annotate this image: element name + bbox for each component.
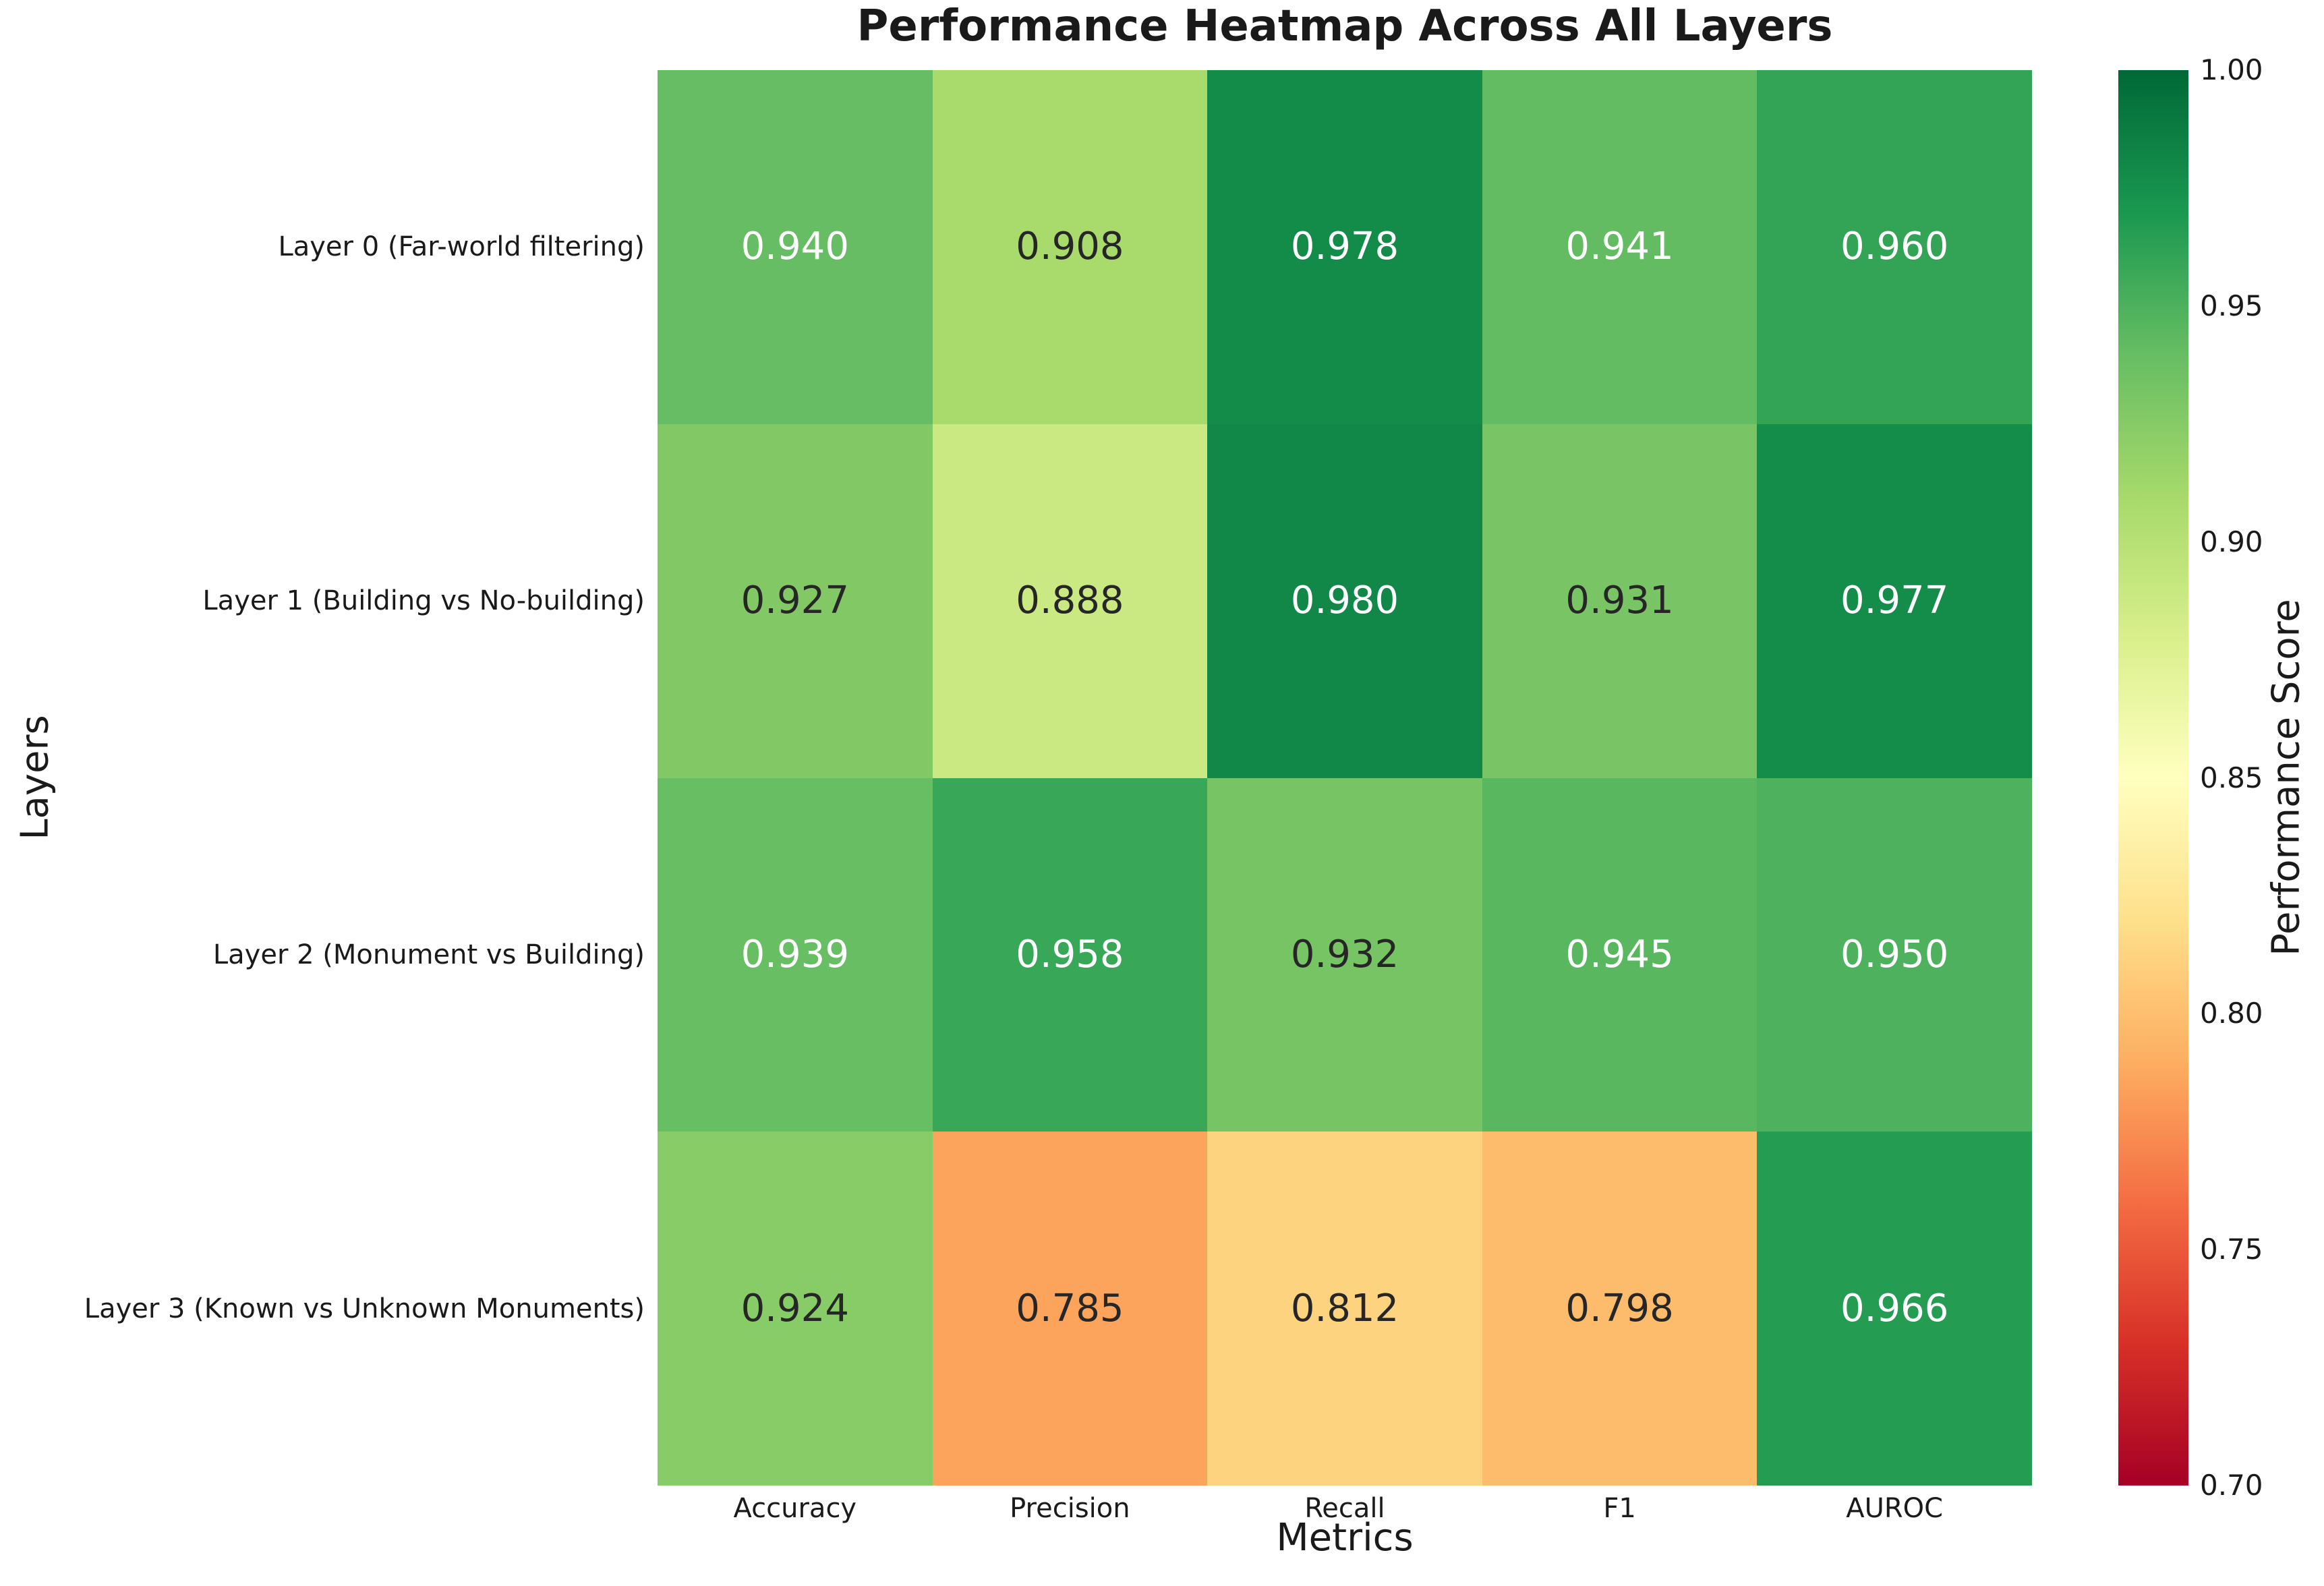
cell-value: 0.888 bbox=[1016, 579, 1124, 623]
heatmap-cell: 0.978 bbox=[1207, 70, 1482, 424]
cell-value: 0.941 bbox=[1565, 225, 1674, 269]
cell-value: 0.977 bbox=[1840, 579, 1949, 623]
colorbar-tick-label: 0.95 bbox=[2200, 289, 2263, 322]
row-tick-label: Layer 2 (Monument vs Building) bbox=[212, 939, 645, 970]
heatmap-grid: 0.940 0.908 0.978 0.941 0.960 0.927 0.888 0.980… bbox=[658, 70, 2032, 1486]
heatmap-cell: 0.812 bbox=[1207, 1132, 1482, 1486]
heatmap-cell: 0.908 bbox=[932, 70, 1208, 424]
cell-value: 0.812 bbox=[1290, 1286, 1399, 1330]
cell-value: 0.927 bbox=[740, 579, 849, 623]
cell-value: 0.931 bbox=[1565, 579, 1674, 623]
cell-value: 0.958 bbox=[1016, 932, 1124, 976]
heatmap-cell: 0.785 bbox=[932, 1132, 1208, 1486]
colorbar-tick-label: 0.90 bbox=[2200, 525, 2263, 558]
row-tick-label: Layer 0 (Far-world filtering) bbox=[278, 231, 645, 263]
colorbar-tick-label: 1.00 bbox=[2200, 53, 2263, 86]
colorbar-label: Performance Score bbox=[2264, 599, 2308, 956]
heatmap-cell: 0.888 bbox=[932, 423, 1208, 778]
heatmap-cell: 0.798 bbox=[1482, 1132, 1757, 1486]
heatmap-cell: 0.958 bbox=[932, 777, 1208, 1132]
col-tick-label: F1 bbox=[1603, 1493, 1636, 1524]
cell-value: 0.785 bbox=[1016, 1286, 1124, 1330]
heatmap-cell: 0.924 bbox=[658, 1132, 933, 1486]
heatmap-cell: 0.966 bbox=[1757, 1132, 2032, 1486]
cell-value: 0.966 bbox=[1840, 1286, 1949, 1330]
cell-value: 0.932 bbox=[1290, 932, 1399, 976]
cell-value: 0.980 bbox=[1290, 579, 1399, 623]
row-tick-label: Layer 3 (Known vs Unknown Monuments) bbox=[84, 1293, 645, 1324]
heatmap-cell: 0.941 bbox=[1482, 70, 1757, 424]
heatmap-cell: 0.931 bbox=[1482, 423, 1757, 778]
chart-title: Performance Heatmap Across All Layers bbox=[856, 1, 1833, 51]
row-tick-label: Layer 1 (Building vs No-building) bbox=[202, 585, 645, 617]
cell-value: 0.978 bbox=[1290, 225, 1399, 269]
col-tick-label: Accuracy bbox=[733, 1493, 857, 1524]
colorbar-tick-label: 0.85 bbox=[2200, 761, 2263, 794]
heatmap-cell: 0.950 bbox=[1757, 777, 2032, 1132]
heatmap-cell: 0.980 bbox=[1207, 423, 1482, 778]
cell-value: 0.940 bbox=[740, 225, 849, 269]
cell-value: 0.798 bbox=[1565, 1286, 1674, 1330]
col-tick-label: Recall bbox=[1304, 1493, 1385, 1524]
cell-value: 0.908 bbox=[1016, 225, 1124, 269]
heatmap-cell: 0.960 bbox=[1757, 70, 2032, 424]
colorbar-tick-label: 0.75 bbox=[2200, 1233, 2263, 1266]
colorbar-gradient bbox=[2118, 70, 2188, 1486]
heatmap-cell: 0.927 bbox=[658, 423, 933, 778]
heatmap-cell: 0.940 bbox=[658, 70, 933, 424]
cell-value: 0.960 bbox=[1840, 225, 1949, 269]
cell-value: 0.945 bbox=[1565, 932, 1674, 976]
cell-value: 0.950 bbox=[1840, 932, 1949, 976]
cell-value: 0.939 bbox=[740, 932, 849, 976]
heatmap-cell: 0.945 bbox=[1482, 777, 1757, 1132]
heatmap-cell: 0.977 bbox=[1757, 423, 2032, 778]
x-axis-label: Metrics bbox=[1276, 1516, 1414, 1560]
colorbar-tick-label: 0.80 bbox=[2200, 997, 2263, 1030]
col-tick-label: AUROC bbox=[1846, 1493, 1944, 1524]
col-tick-label: Precision bbox=[1010, 1493, 1130, 1524]
y-axis-label: Layers bbox=[13, 715, 57, 840]
colorbar-tick-label: 0.70 bbox=[2200, 1469, 2263, 1502]
heatmap-cell: 0.932 bbox=[1207, 777, 1482, 1132]
heatmap-cell: 0.939 bbox=[658, 777, 933, 1132]
cell-value: 0.924 bbox=[740, 1286, 849, 1330]
